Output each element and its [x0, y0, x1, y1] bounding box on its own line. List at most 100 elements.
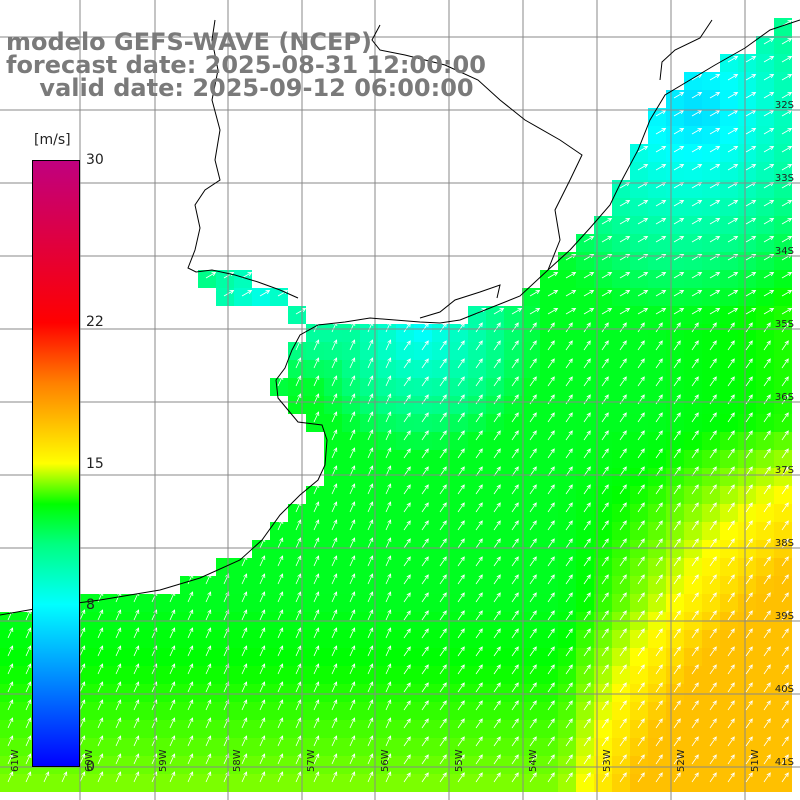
- wind-arrow: [61, 771, 68, 783]
- wind-arrow: [691, 146, 703, 153]
- wind-speed-cell: [180, 648, 198, 666]
- wind-arrow: [673, 700, 681, 711]
- wind-speed-cell: [270, 594, 288, 612]
- wind-speed-cell: [378, 720, 396, 738]
- wind-speed-cell: [306, 504, 324, 522]
- wind-speed-cell: [468, 342, 486, 360]
- wind-arrow: [241, 645, 248, 657]
- wind-speed-cell: [738, 342, 756, 360]
- wind-arrow: [385, 753, 392, 765]
- wind-speed-cell: [306, 414, 324, 432]
- wind-arrow: [241, 573, 248, 585]
- wind-arrow: [133, 753, 140, 765]
- wind-speed-cell: [774, 342, 792, 360]
- wind-arrow: [475, 322, 483, 333]
- wind-speed-cell: [774, 504, 792, 522]
- wind-speed-cell: [540, 468, 558, 486]
- wind-arrow: [511, 592, 519, 603]
- wind-speed-cell: [576, 594, 594, 612]
- wind-speed-cell: [774, 594, 792, 612]
- wind-arrow: [745, 146, 757, 153]
- wind-arrow: [493, 502, 501, 513]
- wind-arrow: [601, 448, 609, 459]
- wind-arrow: [385, 627, 392, 639]
- wind-arrow: [7, 627, 14, 639]
- wind-arrow: [673, 340, 681, 351]
- wind-arrow: [313, 411, 320, 423]
- wind-arrow: [673, 128, 685, 135]
- wind-arrow: [421, 376, 429, 387]
- wind-arrow: [655, 700, 663, 711]
- wind-arrow: [367, 555, 374, 567]
- wind-arrow: [241, 771, 248, 783]
- wind-arrow: [709, 340, 717, 351]
- wind-speed-cell: [306, 630, 324, 648]
- wind-speed-cell: [324, 648, 342, 666]
- wind-speed-cell: [486, 486, 504, 504]
- wind-speed-cell: [432, 666, 450, 684]
- wind-speed-cell: [414, 324, 432, 342]
- wind-arrow: [349, 627, 356, 639]
- wind-arrow: [385, 537, 392, 549]
- wind-arrow: [763, 718, 771, 729]
- wind-arrow: [529, 430, 537, 441]
- wind-speed-cell: [648, 450, 666, 468]
- wind-arrow: [493, 520, 501, 531]
- wind-arrow: [601, 502, 609, 513]
- wind-speed-cell: [684, 558, 702, 576]
- wind-speed-cell: [450, 342, 468, 360]
- wind-speed-cell: [414, 432, 432, 450]
- wind-speed-cell: [72, 774, 90, 792]
- wind-speed-cell: [486, 342, 504, 360]
- wind-arrow: [385, 555, 392, 567]
- wind-speed-cell: [90, 756, 108, 774]
- wind-speed-cell: [630, 342, 648, 360]
- wind-arrow: [727, 164, 739, 171]
- wind-speed-cell: [558, 504, 576, 522]
- wind-speed-cell: [738, 666, 756, 684]
- wind-arrow: [241, 699, 248, 711]
- longitude-label: 60W: [84, 749, 95, 772]
- wind-arrow: [763, 128, 775, 135]
- wind-arrow: [295, 663, 302, 675]
- wind-arrow: [187, 717, 194, 729]
- wind-arrow: [367, 321, 374, 333]
- wind-speed-cell: [144, 756, 162, 774]
- wind-arrow: [727, 272, 739, 279]
- wind-arrow: [655, 308, 667, 315]
- wind-arrow: [655, 772, 663, 783]
- wind-arrow: [385, 339, 392, 351]
- wind-speed-cell: [648, 378, 666, 396]
- wind-speed-cell: [522, 684, 540, 702]
- wind-speed-cell: [288, 720, 306, 738]
- wind-arrow: [457, 412, 465, 423]
- wind-speed-cell: [432, 468, 450, 486]
- wind-speed-cell: [612, 558, 630, 576]
- wind-speed-cell: [360, 558, 378, 576]
- wind-arrow: [493, 754, 501, 765]
- wind-arrow: [439, 448, 447, 459]
- wind-arrow: [637, 412, 645, 423]
- wind-arrow: [619, 610, 627, 621]
- wind-arrow: [727, 646, 735, 657]
- longitude-label: 54W: [528, 749, 539, 772]
- wind-arrow: [475, 520, 483, 531]
- wind-arrow: [331, 537, 338, 549]
- wind-speed-cell: [756, 486, 774, 504]
- wind-arrow: [277, 573, 284, 585]
- wind-arrow: [547, 718, 555, 729]
- wind-arrow: [367, 339, 374, 351]
- wind-speed-cell: [450, 450, 468, 468]
- wind-speed-cell: [720, 774, 738, 792]
- wind-arrow: [529, 322, 537, 333]
- wind-arrow: [565, 520, 573, 531]
- wind-arrow: [79, 627, 86, 639]
- wind-arrow: [277, 717, 284, 729]
- wind-arrow: [259, 290, 271, 297]
- wind-speed-cell: [252, 756, 270, 774]
- wind-speed-cell: [108, 594, 126, 612]
- wind-arrow: [727, 376, 735, 387]
- wind-speed-cell: [288, 576, 306, 594]
- wind-speed-cell: [504, 738, 522, 756]
- wind-arrow: [79, 753, 86, 765]
